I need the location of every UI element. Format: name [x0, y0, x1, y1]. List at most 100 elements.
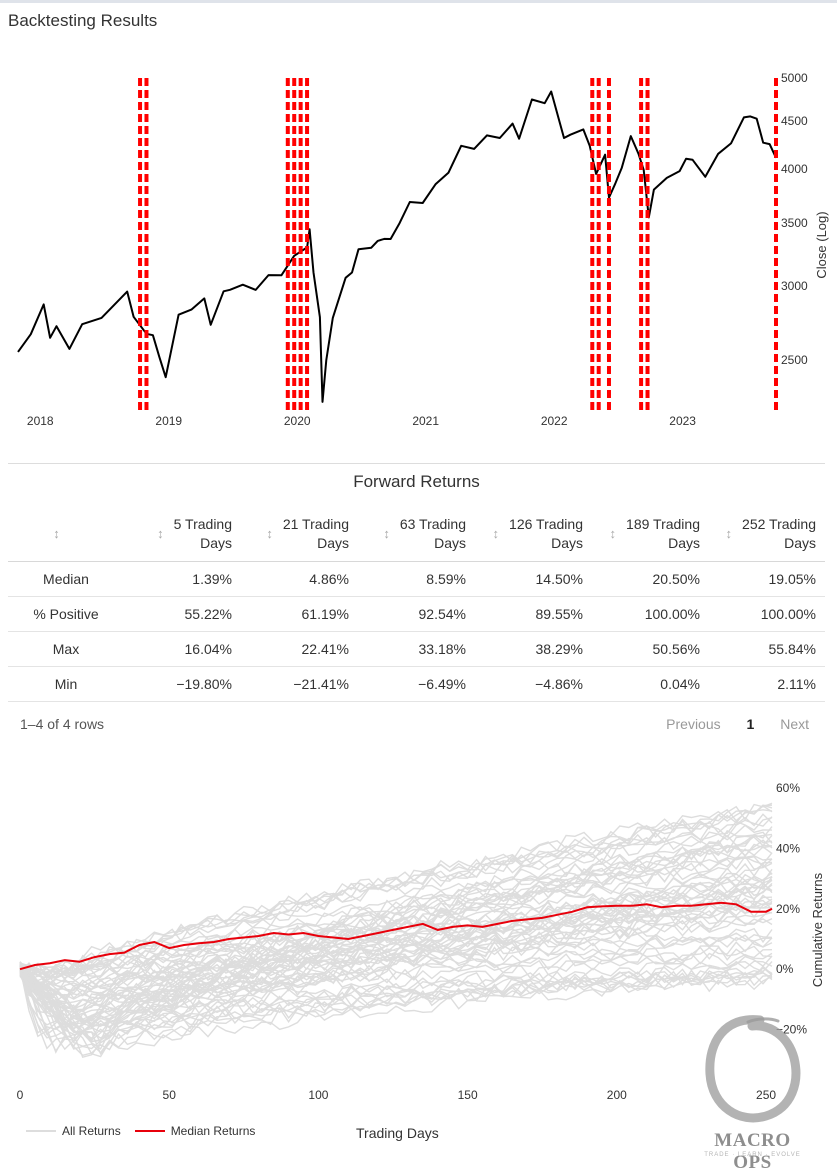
table-row: % Positive 55.22% 61.19% 92.54% 89.55% 1…: [8, 596, 825, 631]
sort-icon[interactable]: ↕: [383, 526, 390, 542]
all-returns-line: [19, 960, 773, 1027]
all-returns-line: [19, 834, 773, 1054]
x-tick-label: 150: [458, 1088, 478, 1102]
close-price-line: [17, 90, 777, 403]
column-header-label: 189 Trading: [626, 515, 700, 532]
row-count: 1–4 of 4 rows: [20, 716, 105, 732]
y-axis-title: Cumulative Returns: [810, 872, 825, 987]
y-tick-label: 40%: [776, 841, 800, 855]
legend-swatch: [26, 1130, 56, 1132]
all-returns-line: [19, 824, 773, 992]
all-returns-line: [19, 855, 773, 1039]
sort-icon[interactable]: ↕: [725, 526, 733, 542]
all-returns-line: [19, 927, 773, 982]
table-cell: 2.11%: [777, 675, 816, 692]
legend-swatch: [134, 1130, 165, 1132]
column-header-252d[interactable]: ↕ 252 Trading Days: [709, 507, 825, 561]
legend-item-all[interactable]: All Returns: [26, 1124, 121, 1138]
macro-ops-logo: MACRO OPS TRADE · LEARN · EVOLVE: [700, 1012, 805, 1173]
column-header-label: Days: [784, 534, 816, 551]
row-label: Median: [43, 570, 89, 587]
sort-icon[interactable]: ↕: [609, 526, 617, 542]
y-tick-label: 60%: [776, 781, 800, 795]
all-returns-line: [19, 902, 773, 975]
x-axis-title: Trading Days: [356, 1125, 439, 1141]
all-returns-line: [19, 902, 773, 983]
pagination: Previous 1 Next: [644, 716, 809, 732]
legend-item-median[interactable]: Median Returns: [134, 1124, 256, 1138]
table-cell: −21.41%: [293, 675, 349, 692]
all-returns-line: [19, 839, 773, 1038]
separator: [8, 463, 825, 464]
column-header-label: 63 Trading: [399, 515, 466, 532]
x-tick-label: 2023: [669, 414, 696, 428]
x-tick-label: 50: [163, 1088, 177, 1102]
table-cell: 22.41%: [301, 640, 349, 657]
y-tick-label: 20%: [776, 902, 800, 916]
table-row: Max 16.04% 22.41% 33.18% 38.29% 50.56% 5…: [8, 631, 825, 666]
sort-icon[interactable]: ↕: [53, 526, 60, 542]
x-tick-label: 2019: [155, 414, 182, 428]
table-cell: 14.50%: [535, 570, 583, 587]
column-header-189d[interactable]: ↕ 189 Trading Days: [592, 507, 709, 561]
table-cell: 4.86%: [309, 570, 349, 587]
table-header-row: ↕ ↕ 5 Trading Days ↕ 21 Trading Days ↕ 63 …: [8, 507, 825, 561]
row-label: Min: [54, 675, 78, 692]
column-header-label: Days: [551, 534, 583, 551]
table-cell: 20.50%: [652, 570, 700, 587]
current-page-button[interactable]: 1: [746, 716, 755, 732]
row-label: Max: [52, 640, 80, 657]
column-header-label: Days: [200, 534, 232, 551]
table-cell: 19.05%: [768, 570, 816, 587]
all-returns-line: [19, 960, 773, 1054]
all-returns-line: [19, 816, 773, 980]
y-tick-label: 3000: [781, 279, 808, 293]
y-tick-label: 0%: [776, 962, 794, 976]
table-cell: 16.04%: [184, 640, 232, 657]
logo-tagline: TRADE · LEARN · EVOLVE: [704, 1152, 801, 1158]
all-returns-line: [19, 844, 773, 977]
column-header-63d[interactable]: ↕ 63 Trading Days: [358, 507, 475, 561]
table-row: Median 1.39% 4.86% 8.59% 14.50% 20.50% 1…: [8, 561, 825, 596]
table-cell: −4.86%: [535, 675, 583, 692]
next-page-button[interactable]: Next: [780, 716, 809, 732]
x-tick-label: 2022: [541, 414, 568, 428]
table-cell: −19.80%: [176, 675, 232, 692]
column-header-5d[interactable]: ↕ 5 Trading Days: [124, 507, 241, 561]
column-header-index[interactable]: ↕: [8, 507, 124, 561]
legend-label: Median Returns: [170, 1124, 256, 1138]
chart-legend: All Returns Median Returns: [26, 1124, 269, 1138]
table-cell: 50.56%: [652, 640, 700, 657]
sort-icon[interactable]: ↕: [492, 526, 500, 542]
all-returns-line: [19, 808, 773, 1050]
all-returns-line: [19, 952, 773, 1003]
x-tick-label: 2020: [284, 414, 311, 428]
x-tick-label: 2021: [412, 414, 439, 428]
table-row: Min −19.80% −21.41% −6.49% −4.86% 0.04% …: [8, 666, 825, 701]
table-cell: 55.84%: [768, 640, 816, 657]
page-title: Backtesting Results: [8, 11, 158, 30]
column-header-126d[interactable]: ↕ 126 Trading Days: [475, 507, 592, 561]
previous-page-button[interactable]: Previous: [666, 716, 721, 732]
column-header-label: 252 Trading: [742, 515, 816, 532]
column-header-label: 126 Trading: [509, 515, 583, 532]
y-axis-title: Close (Log): [814, 211, 829, 278]
table-cell: 92.54%: [418, 605, 466, 622]
table-footer: 1–4 of 4 rows Previous 1 Next: [8, 714, 825, 734]
x-tick-label: 200: [607, 1088, 627, 1102]
column-header-label: 21 Trading: [282, 515, 349, 532]
column-header-21d[interactable]: ↕ 21 Trading Days: [241, 507, 358, 561]
sort-icon[interactable]: ↕: [266, 526, 273, 542]
all-returns-line: [19, 804, 773, 990]
column-header-label: Days: [434, 534, 466, 551]
table-cell: 100.00%: [644, 605, 700, 622]
returns-chart: 0 50 100 150 200 250−20%0%20%40%60%Cumulative…: [17, 781, 825, 1102]
x-tick-label: 100: [308, 1088, 328, 1102]
forward-returns-table: ↕ ↕ 5 Trading Days ↕ 21 Trading Days ↕ 63 …: [8, 507, 825, 702]
sort-icon[interactable]: ↕: [157, 526, 164, 542]
table-cell: −6.49%: [418, 675, 466, 692]
enso-circle-icon: [705, 1015, 801, 1123]
x-tick-label: 250: [756, 1088, 776, 1102]
table-cell: 33.18%: [418, 640, 466, 657]
y-tick-label: 3500: [781, 216, 808, 230]
